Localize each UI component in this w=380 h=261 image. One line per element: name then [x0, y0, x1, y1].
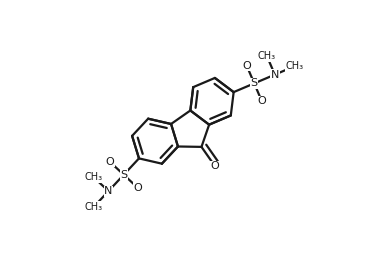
- Text: O: O: [257, 96, 266, 106]
- Text: S: S: [120, 170, 127, 180]
- Text: N: N: [271, 70, 279, 80]
- Text: CH₃: CH₃: [85, 201, 103, 212]
- Text: O: O: [105, 157, 114, 167]
- Text: CH₃: CH₃: [285, 61, 303, 71]
- Text: CH₃: CH₃: [258, 51, 276, 61]
- Text: S: S: [251, 78, 258, 88]
- Text: O: O: [133, 183, 142, 193]
- Text: CH₃: CH₃: [85, 173, 103, 182]
- Text: O: O: [242, 61, 251, 71]
- Text: N: N: [105, 186, 113, 196]
- Text: O: O: [211, 161, 219, 171]
